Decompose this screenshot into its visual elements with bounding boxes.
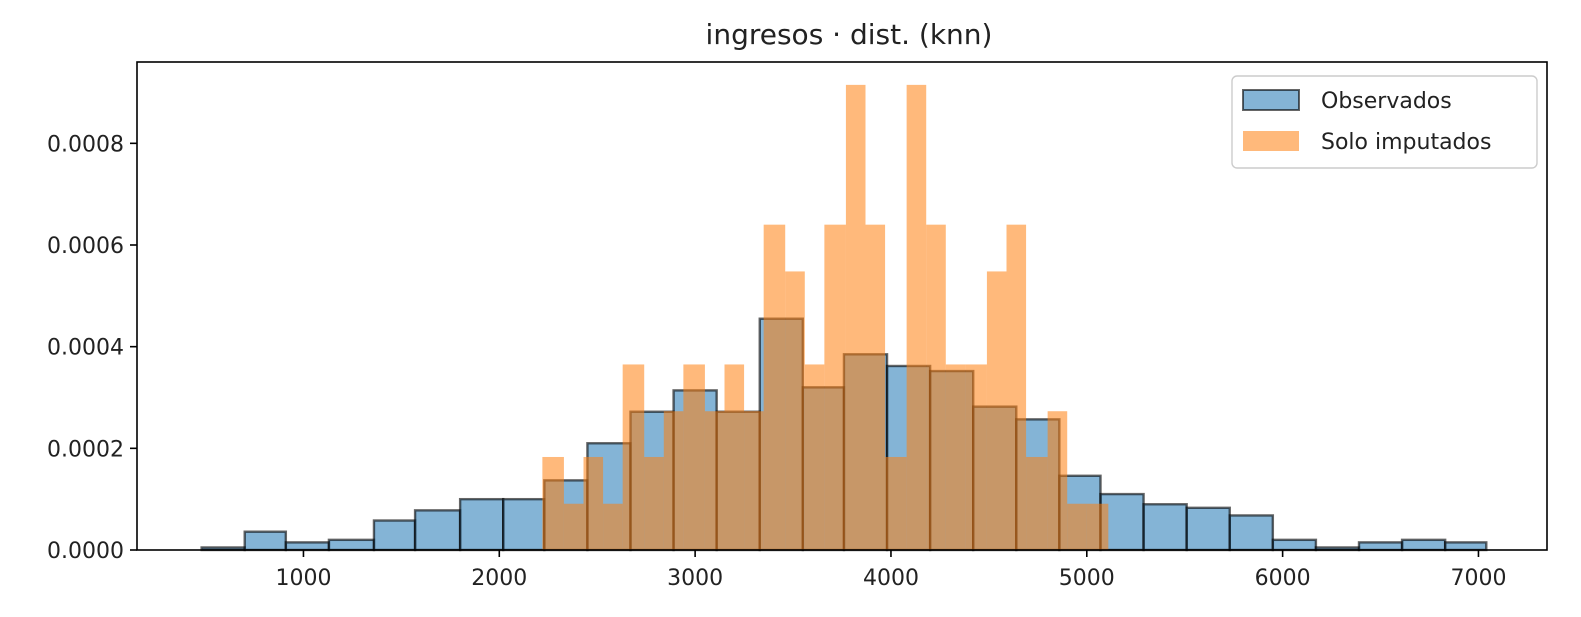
imputados-bar-24	[1026, 456, 1048, 550]
imputados-bar-12	[785, 271, 805, 550]
legend-box	[1231, 75, 1538, 169]
imputados-bar-20	[945, 364, 966, 550]
imputados-bar-7	[683, 364, 705, 550]
x-tick-label: 5000	[1059, 566, 1115, 591]
imputados-bar-21	[965, 364, 987, 550]
imputados-bar-25	[1047, 411, 1068, 550]
imputados-bar-22	[986, 271, 1007, 550]
chart-title: ingresos · dist. (knn)	[706, 18, 993, 51]
y-axis: 0.0000 0.0002 0.0004 0.0006 0.0008	[47, 132, 137, 564]
imputados-bar-15	[845, 84, 866, 550]
imputados-bar-19	[926, 224, 946, 550]
imputados-bar-3	[603, 503, 623, 550]
x-tick-label: 2000	[471, 566, 527, 591]
observados-bar-4	[372, 519, 417, 552]
legend-swatch-imputados	[1243, 131, 1299, 151]
imputados-bar-0	[542, 456, 564, 550]
observados-bar-2	[284, 541, 331, 552]
imputados-bar-11	[763, 224, 786, 550]
observados-bar-7	[502, 497, 546, 552]
axes-frame	[136, 61, 1548, 551]
imputados-bar-2	[583, 456, 604, 550]
legend: Observados Solo imputados	[1231, 75, 1538, 169]
observados-bar-24	[1228, 514, 1275, 552]
observados-bar-5	[413, 509, 462, 552]
x-tick-label: 3000	[667, 566, 723, 591]
imputados-bar-8	[704, 411, 725, 550]
legend-label-observados: Observados	[1321, 89, 1452, 114]
imputados-bar-6	[663, 411, 684, 550]
x-tick-label: 6000	[1255, 566, 1311, 591]
observados-bar-6	[458, 497, 505, 552]
imputados-bar-5	[644, 456, 664, 550]
imputados-bar-16	[865, 224, 886, 550]
observados-bar-1	[243, 530, 288, 552]
imputados-bar-18	[906, 84, 927, 550]
y-tick-label: 0.0002	[47, 437, 124, 462]
observados-bar-22	[1142, 503, 1188, 552]
observados-bar-25	[1271, 538, 1318, 552]
imputados-bar-14	[824, 224, 846, 550]
imputados-bar-1	[563, 503, 584, 550]
imputados-bar-10	[744, 411, 764, 550]
imputados-bar-27	[1086, 503, 1109, 550]
y-tick-label: 0.0000	[47, 539, 124, 564]
imputados-bar-13	[804, 364, 825, 550]
legend-label-imputados: Solo imputados	[1321, 130, 1491, 155]
imputados-bar-23	[1006, 224, 1027, 550]
imputados-bar-17	[885, 456, 907, 550]
observados-bar-3	[327, 538, 376, 552]
y-tick-label: 0.0006	[47, 234, 124, 259]
x-tick-label: 7000	[1450, 566, 1506, 591]
bars-layer	[200, 84, 1488, 552]
observados-bar-29	[1443, 541, 1488, 552]
x-axis: 1000 2000 3000 4000 5000 6000 7000	[275, 550, 1506, 591]
y-tick-label: 0.0004	[47, 336, 124, 361]
y-tick-label: 0.0008	[47, 132, 124, 157]
x-tick-label: 1000	[275, 566, 331, 591]
x-tick-label: 4000	[863, 566, 919, 591]
observados-bar-28	[1400, 538, 1447, 552]
observados-bar-27	[1357, 541, 1404, 552]
legend-swatch-observados	[1242, 89, 1300, 111]
imputados-bar-9	[724, 364, 745, 550]
imputados-bar-4	[622, 364, 645, 550]
observados-bar-23	[1185, 506, 1231, 552]
imputados-bar-26	[1067, 503, 1087, 550]
